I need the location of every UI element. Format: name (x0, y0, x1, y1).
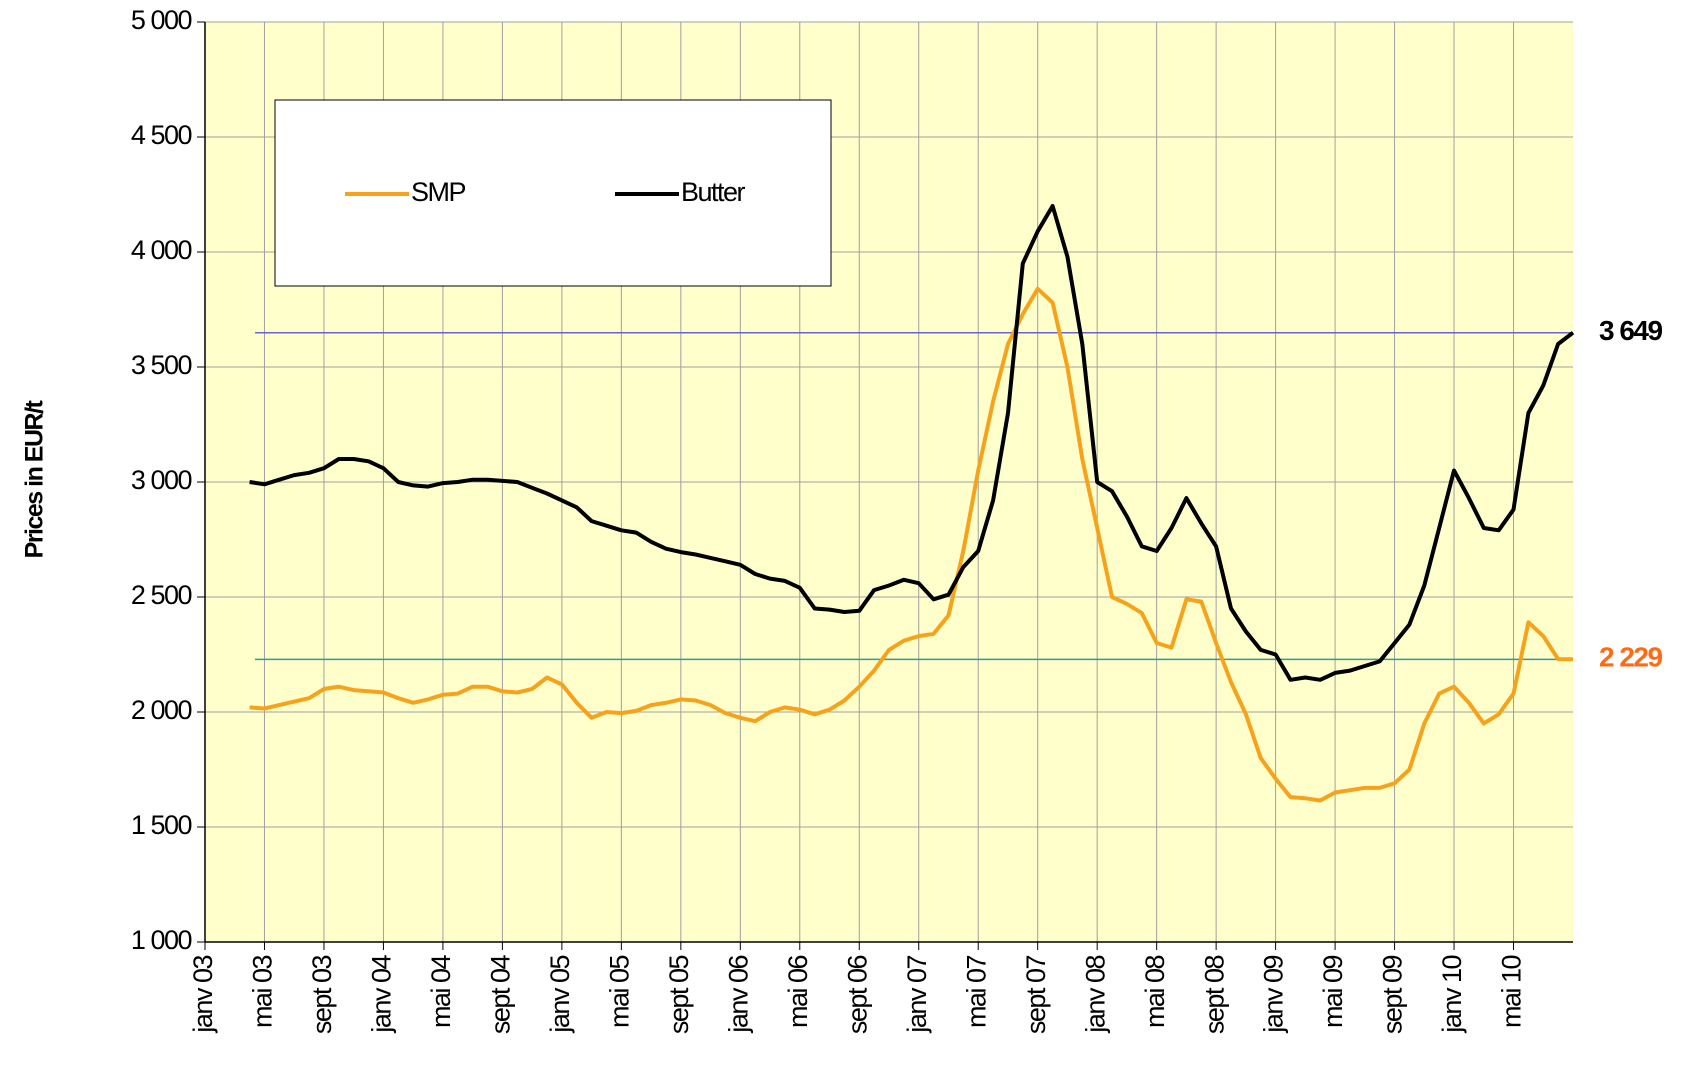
x-tick-label: janv 06 (723, 956, 753, 1034)
x-tick-label: mai 10 (1497, 956, 1527, 1029)
y-axis-label: Prices in EUR/t (21, 399, 49, 558)
y-tick-label: 5 000 (131, 5, 192, 35)
y-tick-label: 3 000 (131, 465, 192, 495)
x-tick-label: mai 04 (426, 955, 456, 1029)
x-tick-label: janv 07 (902, 956, 932, 1034)
series-line (249, 286, 1574, 803)
reference-label: 3 649 (1599, 315, 1662, 346)
y-tick-label: 2 000 (131, 695, 192, 725)
x-tick-label: mai 06 (783, 956, 813, 1029)
x-tick-label: janv 04 (367, 955, 397, 1034)
series-line (249, 204, 1575, 682)
reference-label: 2 229 (1599, 642, 1662, 673)
x-tick-label: sept 04 (486, 955, 516, 1035)
x-tick-label: janv 10 (1437, 956, 1467, 1034)
x-tick-label: mai 09 (1318, 956, 1348, 1029)
legend-label: SMP (411, 177, 466, 207)
x-tick-label: janv 09 (1259, 956, 1289, 1034)
x-tick-label: sept 09 (1378, 956, 1408, 1035)
x-tick-label: sept 08 (1199, 956, 1229, 1035)
x-tick-label: janv 05 (545, 956, 575, 1034)
x-tick-label: sept 03 (307, 956, 337, 1035)
x-tick-label: mai 07 (961, 956, 991, 1029)
y-tick-label: 4 000 (131, 235, 192, 265)
x-tick-label: janv 08 (1080, 956, 1110, 1034)
x-tick-label: sept 06 (842, 956, 872, 1035)
x-tick-label: mai 08 (1140, 956, 1170, 1029)
legend-label: Butter (681, 177, 746, 207)
x-tick-label: sept 07 (1021, 956, 1051, 1035)
y-tick-label: 3 500 (131, 350, 192, 380)
y-tick-label: 1 000 (131, 925, 192, 955)
x-tick-label: janv 03 (188, 956, 218, 1034)
y-tick-label: 1 500 (131, 810, 192, 840)
y-tick-label: 4 500 (131, 120, 192, 150)
x-tick-label: mai 03 (248, 956, 278, 1029)
x-tick-label: sept 05 (664, 956, 694, 1035)
x-tick-label: mai 05 (604, 956, 634, 1029)
y-tick-label: 2 500 (131, 580, 192, 610)
